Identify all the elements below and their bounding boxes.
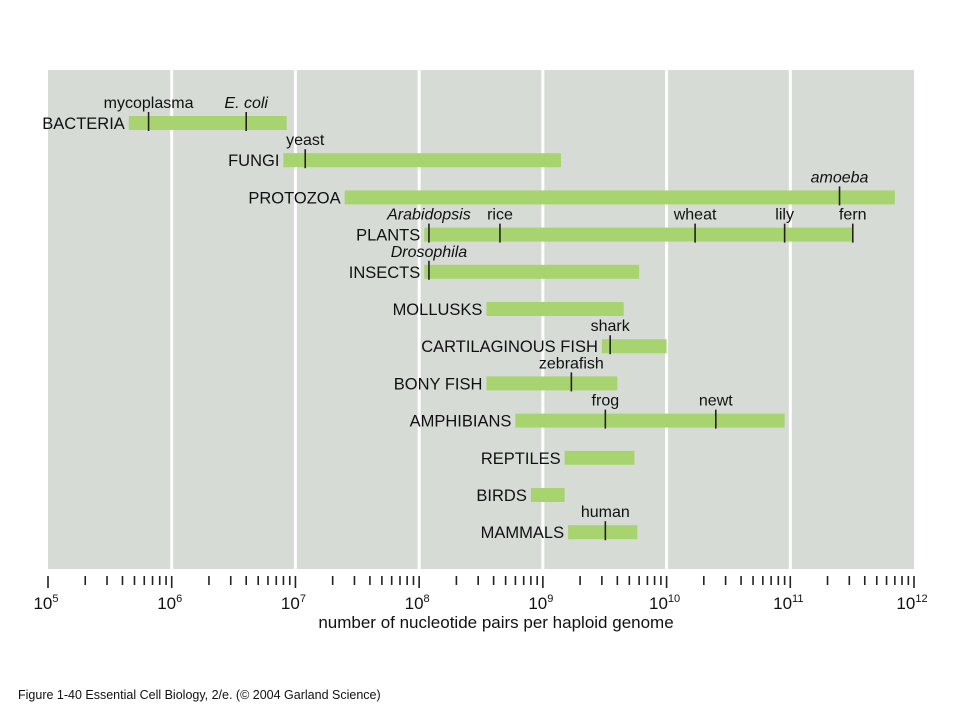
marker-label: Drosophila	[391, 244, 468, 261]
marker-label: rice	[487, 207, 513, 224]
plot-panel	[48, 70, 914, 569]
group-label: FUNGI	[228, 152, 279, 170]
group-label: INSECTS	[349, 264, 421, 282]
tick-label: 105	[33, 593, 58, 613]
tick-label: 1012	[896, 593, 927, 613]
range-bar	[486, 302, 624, 316]
range-bar	[568, 525, 638, 540]
tick-label: 109	[528, 593, 553, 613]
marker-label: newt	[699, 393, 733, 410]
marker-label: fern	[839, 207, 867, 224]
range-bar	[515, 413, 785, 428]
tick-label: 108	[405, 593, 430, 613]
gridlines	[170, 70, 792, 569]
group-label: REPTILES	[481, 450, 561, 468]
range-bar	[424, 227, 853, 242]
marker-label: zebrafish	[539, 355, 604, 372]
range-bar	[486, 376, 618, 391]
tick-label: 1011	[773, 593, 803, 613]
marker-label: wheat	[673, 207, 717, 224]
group-label: BONY FISH	[394, 375, 483, 393]
range-bar	[283, 153, 561, 168]
marker-label: yeast	[286, 132, 325, 149]
group-label: MOLLUSKS	[393, 301, 483, 319]
range-bar	[128, 116, 287, 130]
group-label: MAMMALS	[481, 524, 564, 542]
marker-label: E. coli	[224, 95, 268, 112]
figure-caption: Figure 1-40 Essential Cell Biology, 2/e.…	[18, 688, 381, 702]
marker-label: amoeba	[811, 169, 869, 186]
tick-label: 107	[281, 593, 306, 613]
range-bars: BACTERIA mycoplasma E. coli FUNGI yeast PROTO…	[42, 95, 895, 542]
group-label: AMPHIBIANS	[410, 413, 512, 431]
group-label: PROTOZOA	[248, 189, 340, 207]
marker-label: mycoplasma	[104, 95, 194, 112]
tick-label: 106	[157, 593, 182, 613]
group-label: BIRDS	[476, 487, 526, 505]
marker-label: human	[581, 504, 630, 521]
group-label: PLANTS	[356, 227, 420, 245]
range-bar	[424, 264, 640, 279]
range-bar	[344, 190, 895, 205]
marker-label: lily	[775, 207, 794, 224]
marker-label: frog	[592, 393, 620, 410]
range-bar	[564, 450, 635, 465]
marker-label: shark	[591, 318, 631, 335]
range-bar	[601, 339, 667, 354]
x-axis-title: number of nucleotide pairs per haploid g…	[318, 613, 673, 632]
group-label: CARTILAGINOUS FISH	[421, 338, 598, 356]
marker-label: Arabidopsis	[386, 207, 471, 224]
x-axis: 105 106 107 108 109 1010 1011 1012	[33, 576, 928, 613]
group-label: BACTERIA	[42, 115, 125, 133]
tick-label: 1010	[649, 593, 680, 613]
range-bar	[530, 488, 565, 502]
